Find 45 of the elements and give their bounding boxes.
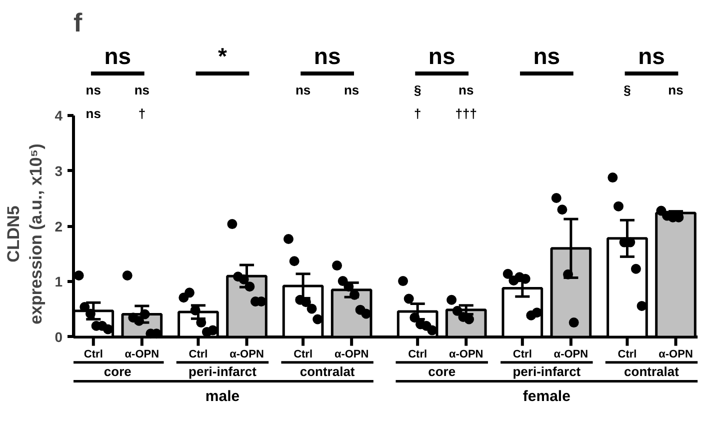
x-tick-label: Ctrl: [618, 348, 637, 361]
text: ns: [638, 42, 665, 69]
text: core: [428, 364, 456, 379]
text: core: [104, 364, 132, 379]
text: ns: [533, 42, 560, 69]
x-tick-label: α-OPN: [448, 348, 484, 361]
annotation: ns: [86, 106, 101, 121]
x-tick-label: Ctrl: [294, 348, 313, 361]
x-tick-label: Ctrl: [512, 348, 532, 361]
x-tick-label: α-OPN: [230, 348, 264, 361]
text: peri-infarct: [188, 364, 258, 379]
y-tick-label: 4: [54, 108, 63, 124]
annotation: †: [138, 106, 146, 121]
text: ns: [428, 42, 456, 69]
text: contralat: [624, 364, 680, 379]
y-tick-label: 2: [54, 218, 63, 234]
text: §: [624, 82, 631, 98]
x-tick-label: α-OPN: [334, 348, 369, 361]
annotation: †: [414, 106, 422, 121]
x-tick-label: α-OPN: [554, 348, 588, 361]
text: ns: [668, 82, 684, 98]
x-tick-label: α-OPN: [124, 348, 160, 361]
text: ns: [86, 82, 101, 98]
text: ns: [134, 82, 150, 98]
text: ns: [344, 82, 360, 98]
text: contralat: [300, 364, 356, 379]
y-tick-label: 0: [54, 328, 63, 345]
x-tick-label: α-OPN: [658, 348, 693, 361]
text: *: [218, 42, 228, 69]
y-tick-label: 1: [54, 274, 63, 290]
text: peri-infarct: [512, 364, 582, 379]
chart-title: f: [74, 8, 82, 38]
text: male: [205, 388, 240, 406]
text: ns: [295, 82, 311, 98]
y-tick-label: 3: [54, 162, 63, 179]
text: female: [522, 388, 570, 406]
x-tick-label: Ctrl: [84, 348, 103, 361]
x-tick-label: Ctrl: [188, 348, 208, 361]
text: ns: [104, 42, 132, 69]
text: ns: [314, 42, 341, 69]
x-tick-label: Ctrl: [408, 348, 428, 361]
y-axis-title: CLDN5 expression (a.u., x10⁵): [4, 144, 46, 324]
text: ns: [458, 82, 474, 98]
text: §: [414, 82, 422, 98]
annotation: †††: [455, 106, 477, 121]
